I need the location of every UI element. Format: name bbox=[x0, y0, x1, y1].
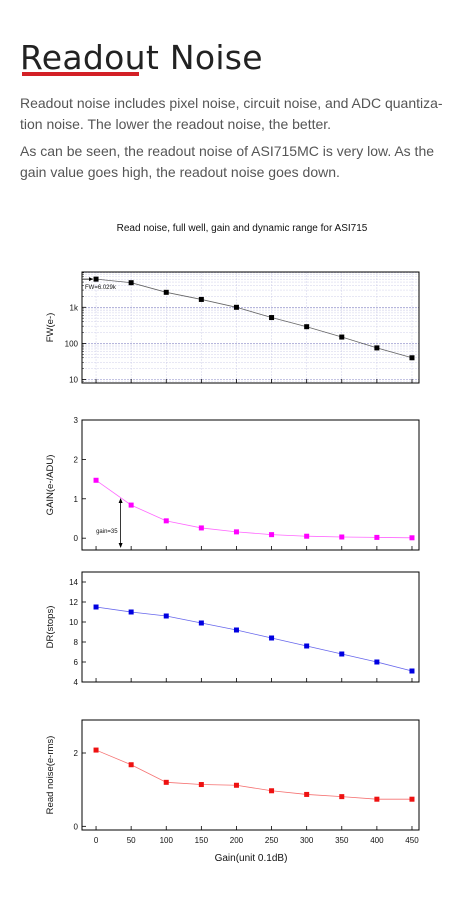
data-point-gain bbox=[198, 525, 204, 531]
data-point-gain bbox=[409, 535, 415, 541]
data-point-dr bbox=[304, 643, 310, 649]
data-point-dr bbox=[409, 668, 415, 674]
x-tick-label: 100 bbox=[160, 836, 174, 845]
y-tick-label: 2 bbox=[74, 455, 79, 464]
data-point-rn bbox=[163, 779, 169, 785]
data-point-rn bbox=[198, 782, 204, 788]
data-point-fw bbox=[374, 345, 380, 351]
conclusion-paragraph: As can be seen, the readout noise of ASI… bbox=[20, 143, 435, 180]
panel-fw: 10 100 1k FW(e-) FW=6.029k bbox=[45, 271, 420, 385]
fw-annotation: FW=6.029k bbox=[85, 285, 117, 291]
data-point-gain bbox=[374, 534, 380, 540]
y-tick-label: 4 bbox=[74, 678, 79, 687]
data-point-rn bbox=[339, 794, 345, 800]
grid-fw bbox=[82, 272, 419, 384]
plot-frame-gain bbox=[81, 419, 420, 551]
y-tick-label: 10 bbox=[69, 376, 78, 385]
x-tick-label: 450 bbox=[405, 836, 419, 845]
data-point-gain bbox=[269, 532, 275, 538]
x-tick-label: 300 bbox=[300, 836, 314, 845]
y-tick-label: 1k bbox=[70, 303, 79, 312]
data-point-fw bbox=[163, 289, 169, 295]
panel-rn: 0 2 0 50 100 150 200 250 300 350 400 450 Read noise(… bbox=[45, 719, 420, 845]
y-tick-label: 8 bbox=[74, 638, 79, 647]
y-tick-label: 6 bbox=[74, 658, 79, 667]
data-point-dr bbox=[233, 627, 239, 633]
x-tick-label: 150 bbox=[195, 836, 209, 845]
plot-frame-dr bbox=[81, 571, 420, 683]
data-point-fw bbox=[339, 334, 345, 340]
panel-gain: 0 1 2 3 GAIN(e-/ADU) gain=35 bbox=[45, 416, 420, 551]
data-point-gain bbox=[163, 518, 169, 524]
y-tick-label: 1 bbox=[74, 495, 79, 504]
x-tick-label: 50 bbox=[127, 836, 136, 845]
data-point-gain bbox=[128, 502, 134, 508]
data-point-dr bbox=[163, 613, 169, 619]
data-point-fw bbox=[198, 296, 204, 302]
data-point-dr bbox=[198, 620, 204, 626]
data-point-dr bbox=[374, 659, 380, 665]
panel-dr: 4 6 8 10 12 14 DR(stops) bbox=[45, 571, 420, 687]
data-point-rn bbox=[374, 796, 380, 802]
readout-noise-chart: Read noise, full well, gain and dynamic … bbox=[45, 223, 420, 864]
data-point-rn bbox=[233, 782, 239, 788]
data-point-fw bbox=[93, 276, 99, 282]
data-point-gain bbox=[339, 534, 345, 540]
data-point-gain bbox=[93, 477, 99, 483]
y-axis-label-dr: DR(stops) bbox=[45, 606, 56, 649]
y-tick-label: 3 bbox=[74, 416, 79, 425]
page-title: Readout Noise bbox=[20, 38, 263, 77]
gain-marker-up bbox=[118, 498, 123, 503]
series-line-dr bbox=[95, 606, 413, 672]
plot-frame-fw bbox=[81, 271, 420, 384]
y-axis-label-gain: GAIN(e-/ADU) bbox=[45, 455, 56, 516]
y-tick-label: 0 bbox=[74, 822, 79, 831]
data-point-fw bbox=[304, 324, 310, 330]
x-tick-label: 350 bbox=[335, 836, 349, 845]
gain-annotation: gain=35 bbox=[96, 529, 118, 535]
x-tick-label: 250 bbox=[265, 836, 279, 845]
data-point-dr bbox=[269, 635, 275, 641]
fw-arrow-head bbox=[89, 277, 94, 282]
y-tick-label: 100 bbox=[65, 339, 79, 348]
x-tick-label: 0 bbox=[94, 836, 99, 845]
series-line-fw bbox=[96, 278, 413, 359]
data-point-gain bbox=[304, 533, 310, 539]
y-tick-label: 10 bbox=[69, 618, 78, 627]
series-line-gain bbox=[95, 479, 412, 539]
x-tick-label: 200 bbox=[230, 836, 244, 845]
data-point-rn bbox=[93, 747, 99, 753]
y-tick-label: 0 bbox=[74, 534, 79, 543]
data-point-fw bbox=[269, 315, 275, 321]
data-point-fw bbox=[409, 355, 415, 361]
plot-frame-rn bbox=[81, 719, 420, 831]
y-tick-label: 14 bbox=[69, 578, 78, 587]
x-axis-label: Gain(unit 0.1dB) bbox=[215, 853, 288, 864]
y-tick-label: 12 bbox=[69, 598, 78, 607]
gain-marker-down bbox=[118, 543, 123, 548]
data-point-dr bbox=[128, 609, 134, 615]
intro-paragraph: Readout noise includes pixel noise, circ… bbox=[20, 95, 443, 132]
data-point-fw bbox=[128, 280, 134, 286]
data-point-fw bbox=[233, 304, 239, 310]
y-axis-label-rn: Read noise(e-rms) bbox=[45, 736, 56, 815]
title-underline bbox=[22, 72, 139, 76]
data-point-dr bbox=[339, 651, 345, 657]
x-tick-label: 400 bbox=[370, 836, 384, 845]
chart-panels: 101001kFW(e-)FW=6.029k0123GAIN(e-/ADU)ga… bbox=[45, 271, 420, 845]
data-point-gain bbox=[233, 529, 239, 535]
data-point-rn bbox=[269, 788, 275, 794]
data-point-rn bbox=[409, 796, 415, 802]
chart-title: Read noise, full well, gain and dynamic … bbox=[117, 223, 368, 234]
data-point-dr bbox=[93, 604, 99, 610]
y-axis-label-fw: FW(e-) bbox=[45, 313, 56, 343]
data-point-rn bbox=[304, 791, 310, 797]
y-tick-label: 2 bbox=[74, 749, 79, 758]
data-point-rn bbox=[128, 762, 134, 768]
series-line-rn bbox=[95, 749, 412, 800]
